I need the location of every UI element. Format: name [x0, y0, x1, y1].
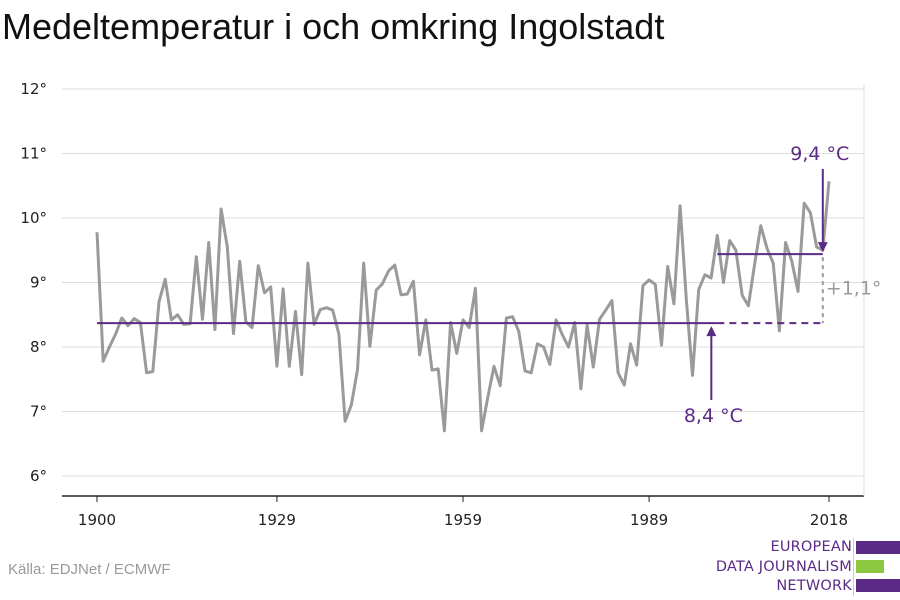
- x-tick-label: 1959: [444, 511, 482, 529]
- gridlines: [62, 88, 864, 477]
- y-tick-label: 7°: [30, 403, 47, 421]
- baseline-average-arrow-head: [706, 326, 717, 337]
- baseline-average-label: 8,4 °C: [684, 405, 743, 427]
- annotations: 9,4 °C 8,4 °C +1,1°: [684, 143, 882, 427]
- logo-divider: [853, 538, 854, 596]
- x-tick-label: 2018: [810, 511, 848, 529]
- edjnet-logo: EUROPEAN DATA JOURNALISM NETWORK: [710, 538, 900, 596]
- logo-line-3: NETWORK: [776, 578, 852, 594]
- y-tick-label: 12°: [20, 80, 47, 98]
- reference-lines: [97, 169, 828, 400]
- x-tick-label: 1989: [630, 511, 668, 529]
- y-tick-label: 10°: [20, 209, 47, 227]
- logo-wordmark: EUROPEAN DATA JOURNALISM NETWORK: [716, 538, 852, 597]
- recent-average-arrow: [817, 169, 828, 253]
- y-tick-label: 11°: [20, 145, 47, 163]
- temperature-series-line: [95, 181, 831, 433]
- logo-line-2: DATA JOURNALISM: [715, 558, 852, 575]
- x-axis-ticks: 1900 1929 1959 1989 2018: [78, 496, 848, 529]
- y-tick-label: 9°: [30, 274, 47, 292]
- y-axis-ticks: 6° 7° 8° 9° 10° 11° 12°: [20, 80, 47, 485]
- y-tick-label: 8°: [30, 338, 47, 356]
- y-tick-label: 6°: [30, 467, 47, 485]
- logo-line-1: EUROPEAN: [770, 539, 852, 555]
- baseline-average-arrow: [706, 326, 717, 400]
- x-tick-label: 1929: [258, 511, 296, 529]
- source-credit: Källa: EDJNet / ECMWF: [8, 561, 171, 578]
- chart-title: Medeltemperatur i och omkring Ingolstadt: [2, 6, 665, 47]
- difference-label: +1,1°: [826, 278, 882, 300]
- logo-bar-purple-top: [856, 541, 900, 554]
- logo-bar-purple-bottom: [856, 579, 900, 592]
- recent-average-arrow-head: [817, 242, 828, 253]
- logo-bar-green: [856, 560, 884, 573]
- recent-average-label: 9,4 °C: [790, 143, 849, 165]
- x-tick-label: 1900: [78, 511, 116, 529]
